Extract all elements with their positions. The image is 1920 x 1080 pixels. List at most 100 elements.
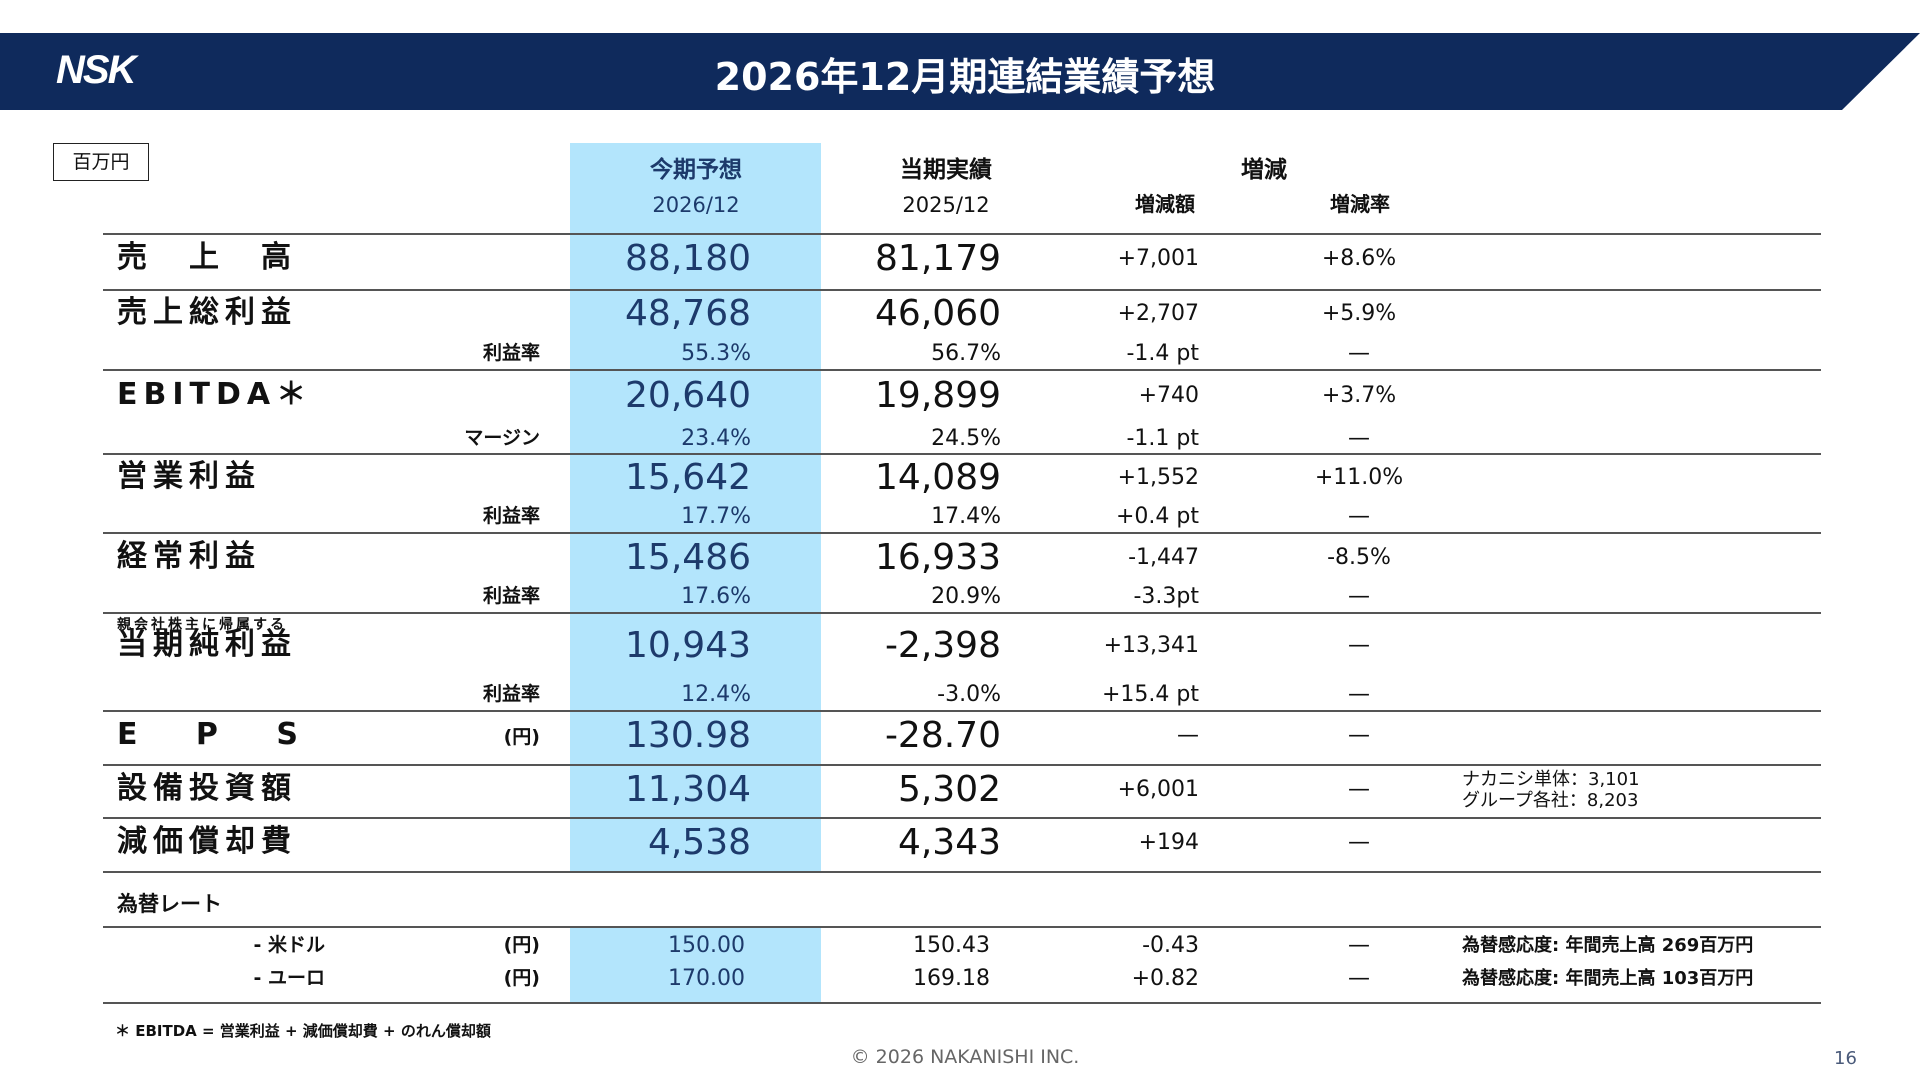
actual-value: -2,398 — [884, 625, 1001, 666]
col-change-rate: 増減率 — [1330, 192, 1390, 216]
change-rate: — — [1348, 723, 1370, 748]
sub-label: マージン — [464, 427, 540, 449]
row-divider — [103, 710, 1821, 712]
sub-change-amount: -1.4 pt — [1126, 341, 1199, 366]
row-divider — [103, 926, 1821, 928]
fx-label: - ユーロ — [253, 967, 325, 989]
col-forecast-period: 2026/12 — [652, 193, 740, 217]
actual-value: 16,933 — [875, 537, 1001, 578]
sub-actual: 20.9% — [931, 584, 1001, 609]
row-divider — [103, 1002, 1821, 1004]
forecast-fx-highlight — [570, 926, 821, 1002]
sub-forecast: 12.4% — [681, 682, 751, 707]
change-amount: — — [1177, 723, 1199, 748]
row-label: EBITDA＊ — [117, 377, 313, 412]
row-label: 経常利益 — [117, 539, 261, 574]
change-rate: +5.9% — [1321, 301, 1397, 326]
row-divider — [103, 612, 1821, 614]
forecast-value: 15,642 — [625, 457, 751, 498]
change-rate: +3.7% — [1321, 383, 1397, 408]
row-pre-label: 親会社株主に帰属する — [117, 617, 287, 633]
row-label: 売 上 高 — [117, 240, 297, 275]
row-divider — [103, 289, 1821, 291]
row-divider — [103, 532, 1821, 534]
row-label: 営業利益 — [117, 459, 261, 494]
fx-change-rate: — — [1348, 966, 1370, 991]
forecast-value: 88,180 — [625, 238, 751, 279]
actual-value: 5,302 — [897, 769, 1001, 810]
sub-label: 利益率 — [482, 342, 540, 364]
change-amount: +6,001 — [1117, 777, 1199, 802]
change-amount: -1,447 — [1128, 545, 1199, 570]
change-rate: +11.0% — [1314, 465, 1404, 490]
row-label: 設備投資額 — [117, 771, 297, 806]
sub-actual: 17.4% — [931, 504, 1001, 529]
actual-value: 14,089 — [875, 457, 1001, 498]
capex-note: グループ各社：8,203 — [1462, 790, 1639, 811]
fx-unit: (円) — [503, 967, 540, 989]
sub-change-amount: -1.1 pt — [1126, 426, 1199, 451]
row-divider — [103, 233, 1821, 235]
change-rate: +8.6% — [1321, 246, 1397, 271]
row-label: 減価償却費 — [117, 824, 297, 859]
fx-change-amount: -0.43 — [1142, 933, 1199, 958]
fx-sensitivity-note: 為替感応度: 年間売上高 103百万円 — [1462, 968, 1754, 989]
actual-value: 46,060 — [875, 293, 1001, 334]
copyright: © 2026 NAKANISHI INC. — [850, 1046, 1080, 1068]
forecast-value: 10,943 — [625, 625, 751, 666]
change-rate: — — [1348, 777, 1370, 802]
fx-forecast: 170.00 — [668, 966, 745, 991]
footnote: ＊ EBITDA = 営業利益 + 減価償却費 + のれん償却額 — [115, 1022, 491, 1040]
unit-label: 百万円 — [53, 143, 149, 181]
row-label: E P S — [117, 717, 304, 752]
row-divider — [103, 764, 1821, 766]
row-divider — [103, 453, 1821, 455]
capex-note: ナカニシ単体：3,101 — [1462, 769, 1640, 790]
sub-label: 利益率 — [482, 585, 540, 607]
col-forecast: 今期予想 — [650, 157, 742, 183]
page-number: 16 — [1834, 1048, 1857, 1069]
actual-value: 81,179 — [875, 238, 1001, 279]
fx-actual: 169.18 — [913, 966, 990, 991]
change-rate: — — [1348, 633, 1370, 658]
forecast-value: 130.98 — [625, 715, 751, 756]
col-actual-period: 2025/12 — [902, 193, 990, 217]
row-divider — [103, 871, 1821, 873]
fx-forecast: 150.00 — [668, 933, 745, 958]
sub-change-rate: — — [1348, 426, 1370, 451]
page-title: 2026年12月期連結業績予想 — [714, 55, 1216, 99]
change-amount: +13,341 — [1103, 633, 1199, 658]
actual-value: 4,343 — [897, 822, 1001, 863]
col-actual: 当期実績 — [900, 157, 992, 183]
sub-change-rate: — — [1348, 584, 1370, 609]
row-label: 当期純利益 — [117, 627, 297, 662]
change-rate: -8.5% — [1327, 545, 1391, 570]
fx-change-rate: — — [1348, 933, 1370, 958]
actual-value: 19,899 — [875, 375, 1001, 416]
sub-change-amount: +15.4 pt — [1101, 682, 1199, 707]
forecast-value: 4,538 — [647, 822, 751, 863]
fx-actual: 150.43 — [913, 933, 990, 958]
forecast-value: 48,768 — [625, 293, 751, 334]
sub-forecast: 17.7% — [681, 504, 751, 529]
fx-label: - 米ドル — [253, 934, 325, 956]
sub-actual: 24.5% — [931, 426, 1001, 451]
actual-value: -28.70 — [884, 715, 1001, 756]
sub-label: 利益率 — [482, 683, 540, 705]
row-divider — [103, 817, 1821, 819]
sub-forecast: 55.3% — [681, 341, 751, 366]
row-label: 売上総利益 — [117, 295, 297, 330]
sub-change-amount: +0.4 pt — [1115, 504, 1199, 529]
sub-change-amount: -3.3pt — [1133, 584, 1199, 609]
forecast-value: 20,640 — [625, 375, 751, 416]
sub-change-rate: — — [1348, 341, 1370, 366]
row-divider — [103, 369, 1821, 371]
sub-actual: 56.7% — [931, 341, 1001, 366]
change-amount: +7,001 — [1117, 246, 1199, 271]
row-unit: (円) — [503, 726, 540, 748]
change-rate: — — [1348, 830, 1370, 855]
col-change-amount: 増減額 — [1135, 192, 1195, 216]
header-band — [0, 33, 1920, 110]
col-change: 増減 — [1241, 157, 1287, 183]
change-amount: +1,552 — [1117, 465, 1199, 490]
